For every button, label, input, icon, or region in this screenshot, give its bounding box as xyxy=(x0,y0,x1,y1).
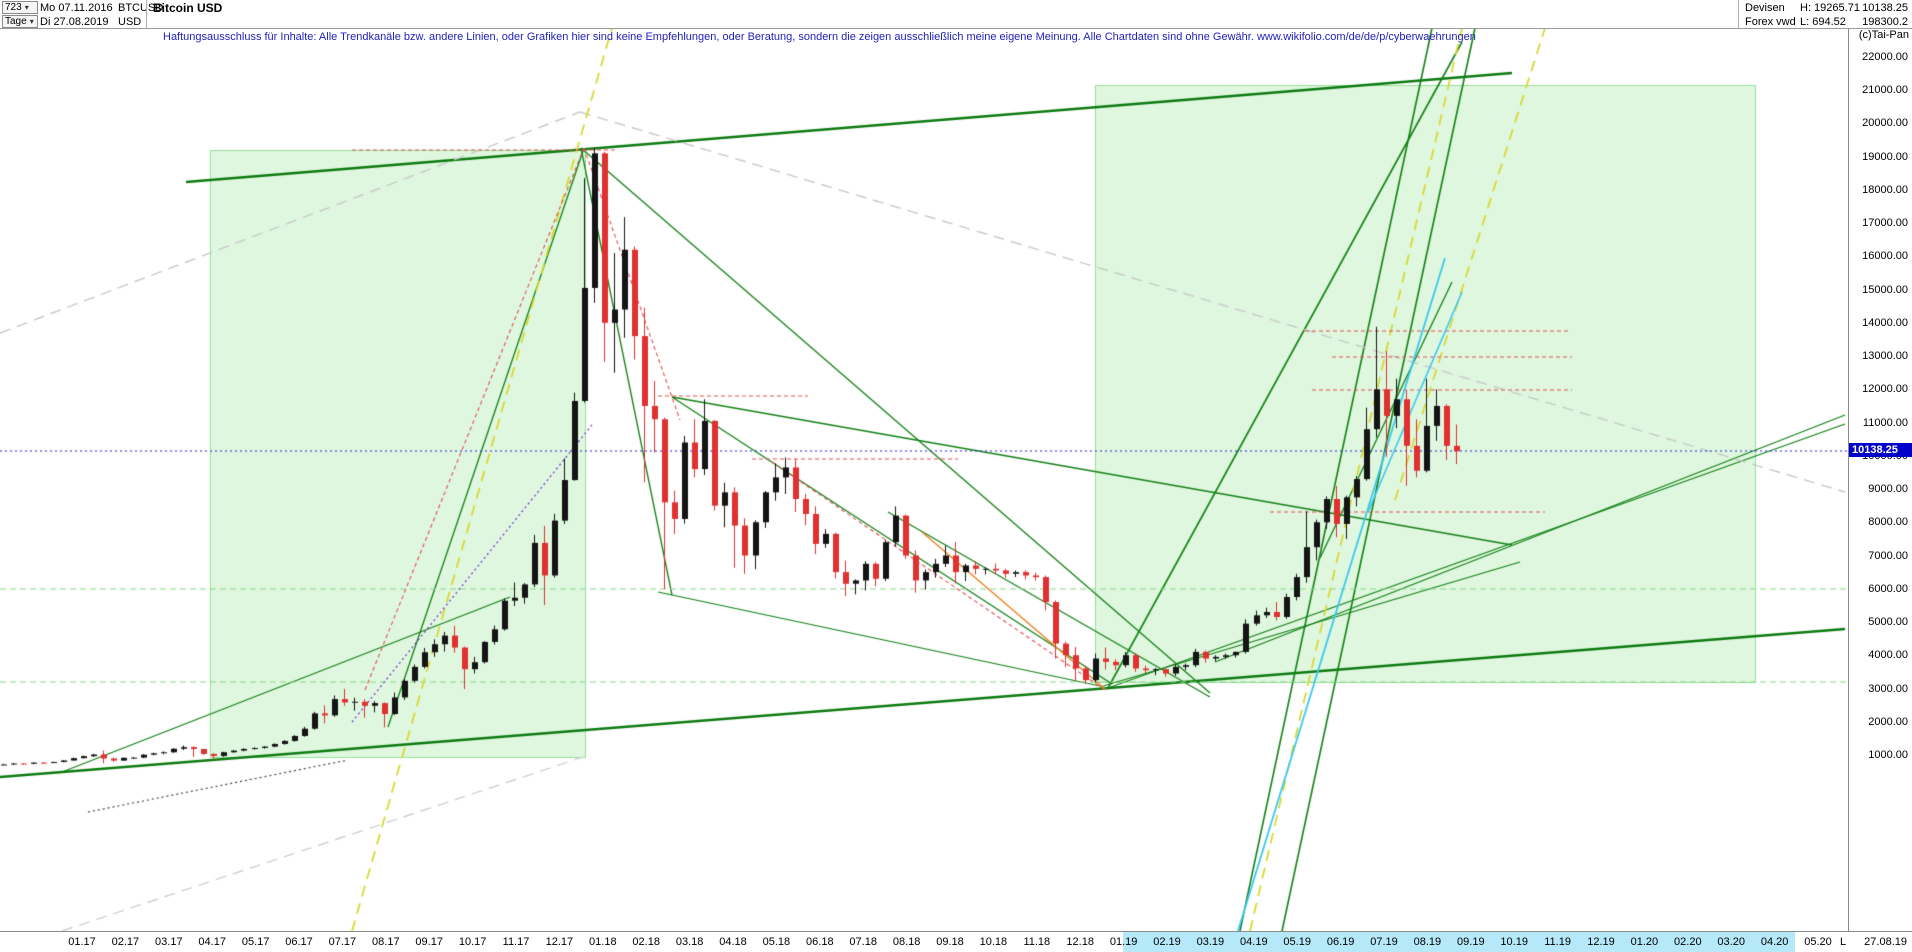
symbol-label: BTCUSD xyxy=(118,2,164,14)
y-axis-label: 6000.00 xyxy=(1868,582,1908,595)
x-axis-label: 05.17 xyxy=(241,936,270,948)
x-axis-label: 02.19 xyxy=(1153,936,1181,948)
disclaimer-text: Haftungsausschluss für Inhalte: Alle Tre… xyxy=(163,31,1476,43)
feed-source-label: Forex vwd xyxy=(1745,16,1796,28)
x-axis-label: 12.17 xyxy=(545,936,574,948)
y-axis-label: 17000.00 xyxy=(1862,217,1908,230)
x-axis-label: 11.17 xyxy=(502,936,530,948)
x-axis-label: 04.20 xyxy=(1760,936,1789,948)
y-axis-label: 20000.00 xyxy=(1862,117,1908,130)
x-axis-label: 05.19 xyxy=(1283,936,1311,948)
y-axis-label: 4000.00 xyxy=(1868,649,1908,662)
time-axis-highlight xyxy=(1123,932,1795,952)
x-axis-label: 08.19 xyxy=(1413,936,1442,948)
x-axis-label: 03.20 xyxy=(1717,936,1745,948)
y-axis-label: 8000.00 xyxy=(1868,516,1908,529)
time-axis[interactable]: L 27.08.19 01.17 02.17 03.17 04.17 05.17 06.1… xyxy=(0,931,1912,952)
x-axis-label: 02.18 xyxy=(632,936,660,948)
x-axis-label: 03.17 xyxy=(155,936,183,948)
bars-count-value: 723 xyxy=(5,2,22,13)
last-date-label: 27.08.19 xyxy=(1864,936,1907,948)
x-axis-label: 02.17 xyxy=(111,936,140,948)
caret-down-icon: ▾ xyxy=(29,17,34,26)
secondary-quote-value: 198300.2 xyxy=(1862,16,1908,28)
y-axis-label: 22000.00 xyxy=(1862,51,1908,63)
x-axis-label: 04.19 xyxy=(1240,936,1268,948)
y-axis-label: 7000.00 xyxy=(1868,549,1908,562)
scale-mode-label[interactable]: L xyxy=(1840,936,1847,948)
x-axis-label: 11.19 xyxy=(1544,936,1571,948)
x-axis-label: 05.18 xyxy=(762,936,791,948)
currency-label: USD xyxy=(118,16,142,28)
x-axis-label: 06.17 xyxy=(285,936,313,948)
x-axis-label: 04.18 xyxy=(719,936,747,948)
bars-count-dropdown[interactable]: 723 ▾ xyxy=(2,1,38,14)
copyright-label: (c)Tai-Pan xyxy=(1858,29,1909,41)
last-price-tag: 10138.25 xyxy=(1849,443,1912,458)
y-axis-label: 21000.00 xyxy=(1862,84,1908,97)
header-divider xyxy=(146,0,147,28)
x-axis-label: 01.20 xyxy=(1630,936,1659,948)
x-axis-label: 09.19 xyxy=(1457,936,1485,948)
app-header: 723 ▾ Mo 07.11.2016 BTCUSD Bitcoin USD Ta… xyxy=(0,0,1912,29)
last-quote-value: 10138.25 xyxy=(1862,2,1908,14)
x-axis-label: 04.17 xyxy=(198,936,226,948)
x-axis-label: 02.20 xyxy=(1674,936,1702,948)
x-axis-label: 07.17 xyxy=(328,936,357,948)
x-axis-label: 12.18 xyxy=(1066,936,1094,948)
x-axis-label: 12.19 xyxy=(1587,936,1615,948)
y-axis-label: 19000.00 xyxy=(1862,150,1908,163)
x-axis-label: 03.18 xyxy=(675,936,704,948)
x-axis-label: 08.17 xyxy=(372,936,400,948)
x-axis-label: 10.18 xyxy=(979,936,1008,948)
chart-title: Bitcoin USD xyxy=(153,1,223,15)
x-axis-label: 07.18 xyxy=(849,936,877,948)
y-axis-label: 14000.00 xyxy=(1862,316,1908,329)
y-axis-label: 13000.00 xyxy=(1862,350,1908,363)
caret-down-icon: ▾ xyxy=(24,3,29,12)
x-axis-label: 01.17 xyxy=(68,936,96,948)
y-axis-label: 2000.00 xyxy=(1868,715,1908,728)
x-axis-label: 10.19 xyxy=(1500,936,1528,948)
x-axis-label: 03.19 xyxy=(1196,936,1225,948)
x-axis-label: 05.20 xyxy=(1804,936,1832,948)
x-axis-label: 06.18 xyxy=(806,936,834,948)
period-high-label: H: 19265.71 xyxy=(1800,2,1860,14)
x-axis-label: 08.18 xyxy=(892,936,921,948)
y-axis-label: 15000.00 xyxy=(1862,283,1908,296)
period-low-label: L: 694.52 xyxy=(1800,16,1846,28)
x-axis-label: 07.19 xyxy=(1370,936,1398,948)
header-divider xyxy=(1738,0,1739,28)
x-axis-label: 11.18 xyxy=(1023,936,1051,948)
period-dropdown[interactable]: Tage ▾ xyxy=(2,15,38,28)
y-axis-label: 16000.00 xyxy=(1862,250,1908,263)
period-value: Tage xyxy=(5,16,27,27)
start-date-field[interactable]: Mo 07.11.2016 xyxy=(40,2,113,14)
x-axis-label: 09.18 xyxy=(936,936,964,948)
end-date-field[interactable]: Di 27.08.2019 xyxy=(40,16,109,28)
y-axis-label: 1000.00 xyxy=(1868,749,1908,761)
x-axis-label: 01.19 xyxy=(1109,936,1138,948)
y-axis-label: 18000.00 xyxy=(1862,183,1908,196)
x-axis-label: 06.19 xyxy=(1326,936,1355,948)
y-axis-label: 11000.00 xyxy=(1862,416,1908,429)
y-axis-label: 9000.00 xyxy=(1868,483,1908,496)
y-axis-label: 3000.00 xyxy=(1868,682,1908,695)
feed-category-label: Devisen xyxy=(1745,2,1785,14)
y-axis-label: 12000.00 xyxy=(1862,383,1908,396)
y-axis-label: 5000.00 xyxy=(1868,616,1908,629)
x-axis-label: 10.17 xyxy=(458,936,487,948)
x-axis-label: 01.18 xyxy=(589,936,617,948)
price-chart-canvas[interactable] xyxy=(0,0,1848,931)
x-axis-label: 09.17 xyxy=(415,936,443,948)
price-axis[interactable]: (c)Tai-Pan 10138.25 1000.00 2000.00 3000.0… xyxy=(1848,28,1912,931)
